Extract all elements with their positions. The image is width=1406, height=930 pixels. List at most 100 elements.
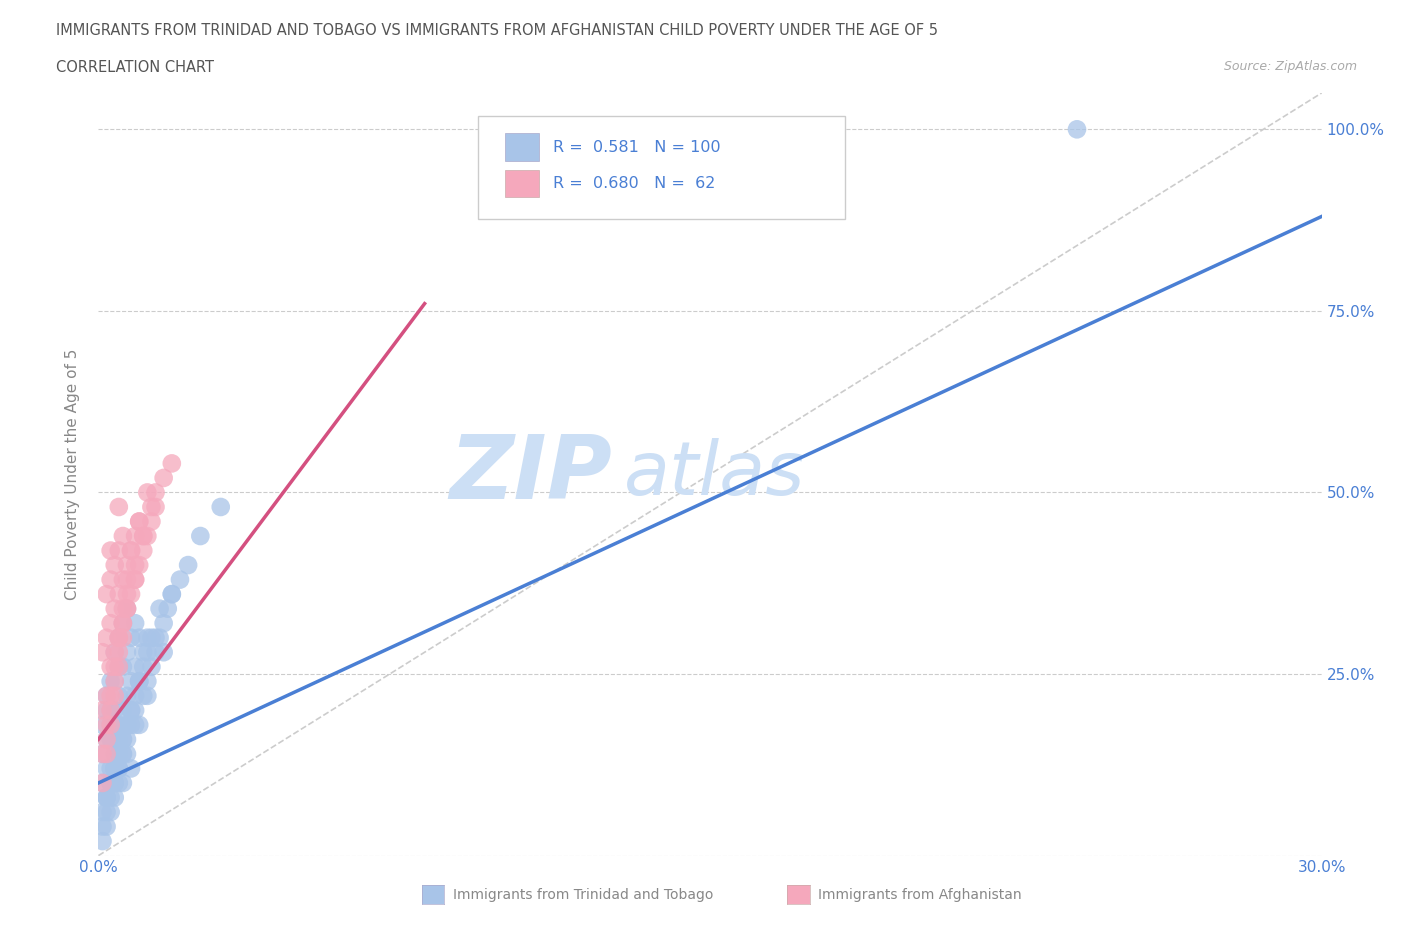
Point (100, 703, 122, 718)
Text: Immigrants from Afghanistan: Immigrants from Afghanistan (818, 887, 1022, 902)
Point (100, 703, 122, 718)
Point (145, 485, 167, 500)
Point (100, 543, 122, 558)
Text: Source: ZipAtlas.com: Source: ZipAtlas.com (1223, 60, 1357, 73)
Point (100, 674, 122, 689)
Point (108, 644, 131, 659)
Point (145, 631, 167, 645)
Point (96, 732, 118, 747)
Point (96, 761, 118, 776)
Point (124, 572, 146, 587)
Point (169, 572, 191, 587)
Point (91, 833, 114, 848)
Point (132, 659, 155, 674)
Point (96, 790, 118, 805)
Point (108, 747, 131, 762)
Point (108, 499, 131, 514)
Point (141, 659, 163, 674)
Point (152, 644, 174, 659)
Point (128, 717, 150, 732)
Point (91, 717, 114, 732)
Point (115, 732, 138, 747)
FancyBboxPatch shape (505, 170, 538, 197)
Point (120, 543, 142, 558)
Point (108, 659, 131, 674)
Point (136, 674, 159, 689)
Point (156, 601, 179, 616)
Point (104, 558, 127, 573)
Point (111, 747, 134, 762)
Point (132, 644, 155, 659)
Point (160, 587, 183, 602)
Point (124, 528, 146, 543)
Point (120, 703, 142, 718)
Point (115, 601, 138, 616)
Point (145, 644, 167, 659)
Point (111, 528, 134, 543)
Point (96, 804, 118, 819)
Point (128, 674, 150, 689)
Point (96, 688, 118, 703)
Point (111, 776, 134, 790)
Point (104, 761, 127, 776)
Point (115, 572, 138, 587)
Point (96, 688, 118, 703)
Point (108, 631, 131, 645)
Point (111, 631, 134, 645)
Point (136, 485, 159, 500)
Point (108, 747, 131, 762)
Point (100, 776, 122, 790)
Text: R =  0.680   N =  62: R = 0.680 N = 62 (554, 177, 716, 192)
Point (149, 631, 172, 645)
Point (115, 558, 138, 573)
Point (108, 543, 131, 558)
Point (108, 761, 131, 776)
FancyBboxPatch shape (505, 133, 538, 161)
Point (141, 631, 163, 645)
Point (104, 644, 127, 659)
Point (132, 543, 155, 558)
Point (124, 688, 146, 703)
Point (100, 717, 122, 732)
Point (108, 776, 131, 790)
Point (111, 732, 134, 747)
Point (104, 747, 127, 762)
Point (136, 688, 159, 703)
Text: Immigrants from Trinidad and Tobago: Immigrants from Trinidad and Tobago (453, 887, 713, 902)
Point (108, 659, 131, 674)
Point (120, 703, 142, 718)
Point (136, 631, 159, 645)
Point (108, 761, 131, 776)
Point (100, 572, 122, 587)
Point (132, 528, 155, 543)
Point (120, 674, 142, 689)
Point (188, 528, 212, 543)
Point (96, 790, 118, 805)
Point (100, 804, 122, 819)
Point (124, 703, 146, 718)
Point (104, 776, 127, 790)
Point (115, 644, 138, 659)
Point (96, 790, 118, 805)
Point (108, 631, 131, 645)
Text: R =  0.581   N = 100: R = 0.581 N = 100 (554, 140, 721, 154)
Point (111, 659, 134, 674)
Point (91, 776, 114, 790)
Point (124, 558, 146, 573)
Point (100, 732, 122, 747)
Point (104, 674, 127, 689)
Point (108, 717, 131, 732)
Point (104, 674, 127, 689)
Point (100, 688, 122, 703)
Point (136, 644, 159, 659)
Point (115, 717, 138, 732)
Point (111, 747, 134, 762)
Point (111, 616, 134, 631)
Point (104, 790, 127, 805)
Point (104, 761, 127, 776)
Point (91, 747, 114, 762)
Point (124, 572, 146, 587)
Text: ZIP: ZIP (450, 431, 612, 518)
Point (108, 732, 131, 747)
Point (128, 514, 150, 529)
